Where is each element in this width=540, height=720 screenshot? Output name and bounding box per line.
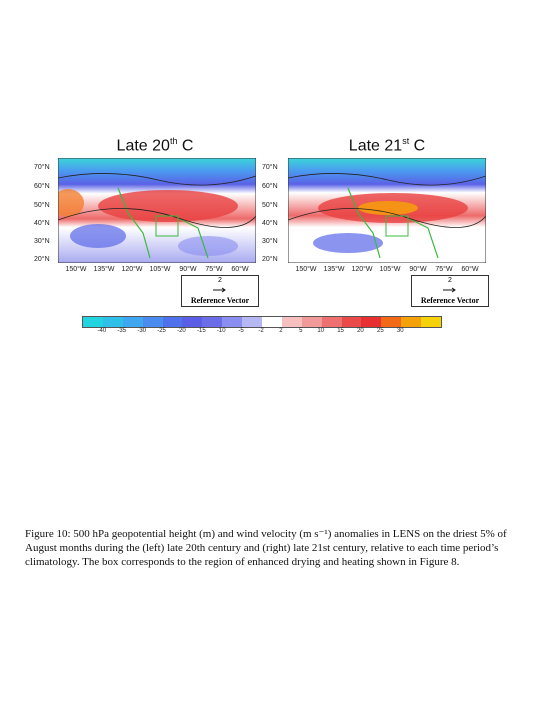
reference-vector-left: 2 Reference Vector bbox=[181, 275, 259, 307]
colorbar-tick: -20 bbox=[177, 328, 186, 334]
panel-title-left: Late 20th C bbox=[116, 136, 194, 155]
colorbar-segment bbox=[242, 317, 263, 327]
colorbar-tick: -15 bbox=[196, 328, 206, 334]
lat-label: 70°N bbox=[34, 164, 50, 171]
lon-label: 75°W bbox=[435, 266, 453, 273]
lon-label: 60°W bbox=[461, 266, 479, 273]
lon-label: 150°W bbox=[295, 266, 317, 273]
reference-vector-right: 2 Reference Vector bbox=[411, 275, 489, 307]
colorbar-segment bbox=[262, 317, 282, 327]
arrow-right-icon bbox=[213, 287, 226, 293]
colorbar-tick: 10 bbox=[317, 328, 324, 334]
lat-label: 60°N bbox=[34, 183, 50, 190]
lat-label: 50°N bbox=[262, 202, 278, 209]
reference-vector-value: 2 bbox=[218, 277, 222, 284]
lon-axis-left: 150°W 135°W 120°W 105°W 90°W 75°W 60°W bbox=[58, 266, 256, 276]
lon-label: 120°W bbox=[121, 266, 143, 273]
figure-caption: Figure 10: 500 hPa geopotential height (… bbox=[25, 528, 507, 568]
colorbar-segment bbox=[202, 317, 223, 327]
colorbar-segment bbox=[301, 317, 322, 327]
lon-label: 135°W bbox=[93, 266, 115, 273]
colorbar-tick: -10 bbox=[216, 328, 226, 334]
colorbar-tick: 2 bbox=[279, 328, 283, 334]
colorbar-segment bbox=[281, 317, 302, 327]
lat-label: 50°N bbox=[34, 202, 50, 209]
colorbar-tick: -40 bbox=[97, 328, 107, 334]
lon-label: 150°W bbox=[65, 266, 87, 273]
colorbar-tick: 20 bbox=[357, 328, 364, 334]
lat-label: 40°N bbox=[262, 220, 278, 227]
lon-label: 120°W bbox=[351, 266, 373, 273]
colorbar-segment bbox=[102, 317, 123, 327]
colorbar-tick: -30 bbox=[137, 328, 146, 334]
colorbar-tick: 15 bbox=[337, 328, 344, 334]
arrow-right-icon bbox=[443, 287, 456, 293]
colorbar-segment bbox=[341, 317, 362, 327]
colorbar-tick: -35 bbox=[117, 328, 127, 334]
colorbar-tick: -2 bbox=[258, 328, 264, 334]
lat-label: 30°N bbox=[262, 238, 278, 245]
colorbar-segment bbox=[142, 317, 163, 327]
colorbar-segment bbox=[421, 317, 442, 327]
colorbar-tick: 5 bbox=[299, 328, 303, 334]
lat-label: 20°N bbox=[34, 256, 50, 263]
lon-label: 90°W bbox=[409, 266, 427, 273]
colorbar-segment bbox=[361, 317, 382, 327]
colorbar-tick: 30 bbox=[396, 328, 404, 334]
lon-label: 105°W bbox=[379, 266, 401, 273]
colorbar-segment bbox=[122, 317, 143, 327]
lat-label: 70°N bbox=[262, 164, 278, 171]
colorbar-segment bbox=[222, 317, 243, 327]
lon-label: 105°W bbox=[149, 266, 171, 273]
colorbar-labels: -40 -35 -30 -25 -20 -15 -10 -5 -2 2 5 10 15 20 25 30 bbox=[82, 328, 440, 338]
lat-label: 20°N bbox=[262, 256, 278, 263]
lon-label: 75°W bbox=[205, 266, 223, 273]
lon-label: 135°W bbox=[323, 266, 345, 273]
colorbar-tick: -5 bbox=[238, 328, 244, 334]
lon-label: 90°W bbox=[179, 266, 197, 273]
lat-label: 30°N bbox=[34, 238, 50, 245]
colorbar-tick: -25 bbox=[157, 328, 166, 334]
lon-axis-right: 150°W 135°W 120°W 105°W 90°W 75°W 60°W bbox=[288, 266, 486, 276]
colorbar-segment bbox=[321, 317, 342, 327]
colorbar-segment bbox=[381, 317, 402, 327]
panel-title-right: Late 21st C bbox=[348, 136, 426, 155]
colorbar bbox=[82, 316, 442, 328]
colorbar-segment bbox=[83, 317, 103, 327]
colorbar-segment bbox=[401, 317, 422, 327]
reference-vector-label: Reference Vector bbox=[420, 296, 480, 305]
lat-label: 40°N bbox=[34, 220, 50, 227]
colorbar-segment bbox=[182, 317, 203, 327]
reference-vector-value: 2 bbox=[448, 277, 452, 284]
reference-vector-label: Reference Vector bbox=[190, 296, 250, 305]
lon-label: 60°W bbox=[231, 266, 249, 273]
map-right bbox=[288, 158, 486, 263]
map-left bbox=[58, 158, 256, 263]
colorbar-segment bbox=[162, 317, 183, 327]
lat-label: 60°N bbox=[262, 183, 278, 190]
colorbar-tick: 25 bbox=[376, 328, 384, 334]
